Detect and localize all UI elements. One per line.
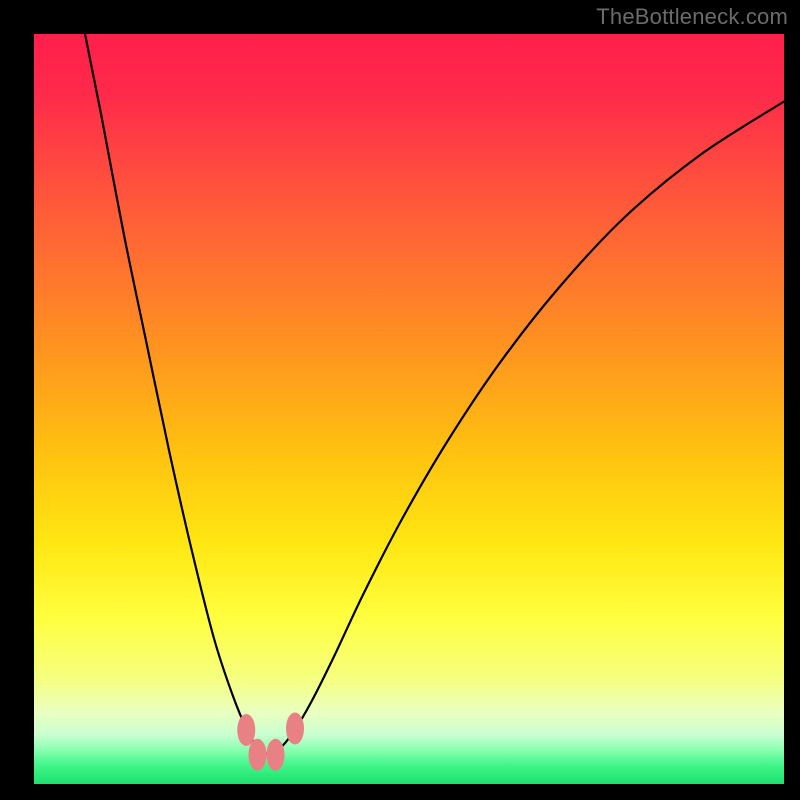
watermark-text: TheBottleneck.com xyxy=(596,4,788,30)
chart-curve-layer xyxy=(34,34,784,784)
bottleneck-curve xyxy=(85,34,784,754)
min-marker xyxy=(267,739,285,771)
min-markers-group xyxy=(237,713,304,771)
min-marker xyxy=(286,713,304,745)
min-marker xyxy=(237,714,255,746)
plot-area xyxy=(34,34,784,784)
min-marker xyxy=(249,739,267,771)
